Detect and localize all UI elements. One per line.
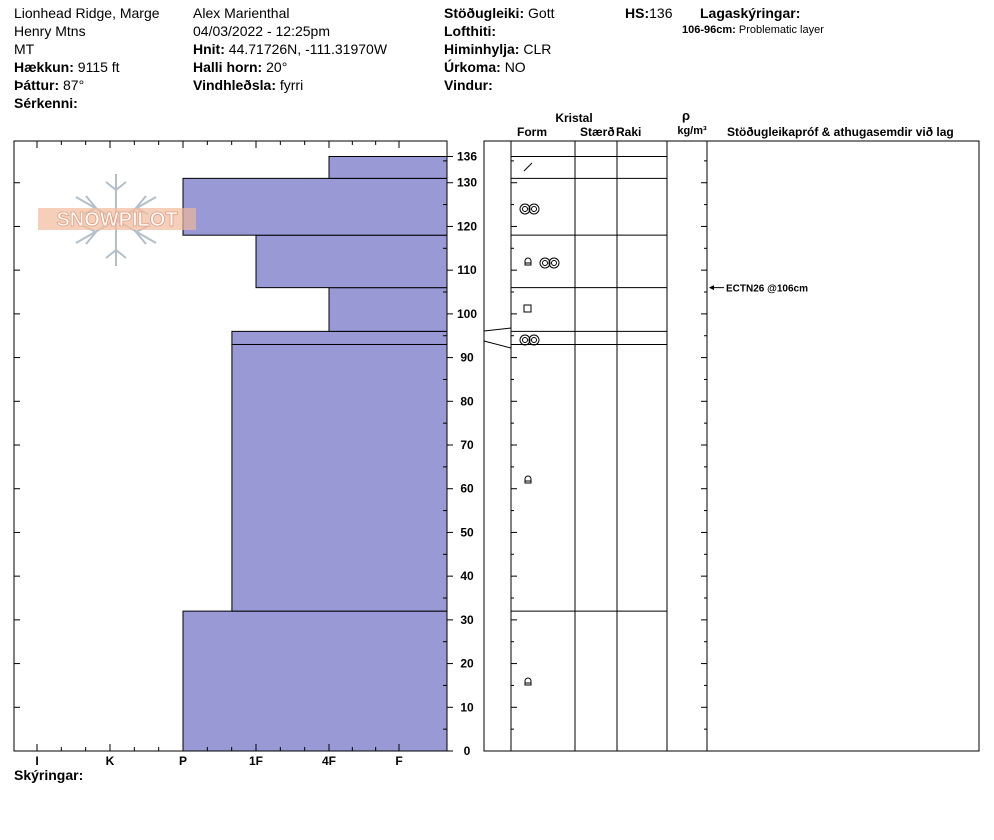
svg-text:SNOWPILOT: SNOWPILOT (56, 209, 177, 231)
melt-cluster-inner (531, 337, 537, 343)
melt-cluster-inner (522, 206, 528, 212)
layer-notes-label: Lagaskýringar: (700, 5, 801, 21)
melt-cluster-inner (542, 260, 548, 266)
depth-tick-label: 70 (460, 438, 474, 452)
hardness-label: 4F (322, 754, 336, 768)
connector-line (483, 327, 512, 332)
hardness-bar (231, 343, 448, 612)
melt-cluster-outer (528, 334, 540, 346)
observer: Alex Marienthal (193, 5, 290, 21)
melt-clusters-icon (519, 203, 540, 215)
melt-clusters-icon (519, 334, 540, 346)
coordinates: Hnit: 44.71726N, -111.31970W (193, 41, 388, 57)
rounded-faceted-icon (524, 475, 532, 484)
depth-tick-label: 60 (460, 482, 474, 496)
rounded-faceted-shape (524, 677, 532, 686)
rho-header: ρ (682, 108, 690, 123)
hardness-bar (328, 287, 448, 332)
hardness-label: P (179, 754, 187, 768)
connector-line (483, 340, 512, 349)
wind-loading: Vindhleðsla: fyrri (193, 77, 304, 93)
precip-particle-stroke (523, 162, 533, 172)
snow-height: HS:136 (625, 5, 673, 21)
rounded-faceted-icon (524, 257, 532, 266)
grain-form-icons (519, 162, 560, 686)
depth-tick-label: 136 (457, 150, 477, 164)
sky-cover: Himinhylja: CLR (444, 41, 552, 57)
slope-angle: Halli horn: 20° (193, 59, 288, 75)
layer-note: 106-96cm: Problematic layer (682, 24, 824, 36)
hardness-bar (328, 156, 448, 179)
crystal-header: Kristal (555, 111, 592, 125)
air-temp: Lofthiti: (444, 23, 497, 39)
depth-tick-label: 10 (460, 700, 474, 714)
depth-tick-label: 50 (460, 525, 474, 539)
depth-tick-label: 110 (457, 263, 477, 277)
hardness-axis: I K P 1F 4F F (35, 141, 403, 768)
elevation: Hækkun: 9115 ft (14, 59, 120, 75)
melt-cluster-outer (548, 257, 560, 269)
depth-tick-label: 0 (464, 744, 471, 758)
form-header: Form (517, 125, 547, 139)
hardness-bar (182, 177, 448, 236)
stability-tests: ECTN26 @106cm (709, 284, 808, 295)
facet-icon (523, 304, 532, 313)
precip-particle-icon (523, 162, 533, 172)
depth-tick-label: 20 (460, 657, 474, 671)
snowpilot-logo: SNOWPILOT (38, 174, 196, 266)
melt-cluster-outer (539, 257, 551, 269)
rounded-faceted-shape (524, 475, 532, 484)
layer-table-frame (483, 140, 980, 752)
hardness-bar (182, 610, 448, 752)
moisture-header: Raki (616, 125, 641, 139)
precipitation: Úrkoma: NO (444, 59, 526, 75)
melt-cluster-inner (531, 206, 537, 212)
depth-tick-label: 120 (457, 219, 477, 233)
depth-tick-label: 80 (460, 394, 474, 408)
table-layer-rows (483, 156, 667, 612)
specifics-label: Sérkenni: (14, 95, 78, 111)
melt-clusters-icon (539, 257, 560, 269)
melt-cluster-inner (522, 337, 528, 343)
table-depth-ticks (511, 160, 707, 730)
hardness-label: I (35, 754, 38, 768)
legend-label: Skýringar: (14, 767, 84, 783)
melt-cluster-outer (519, 203, 531, 215)
hardness-label: K (106, 754, 115, 768)
hardness-bar (255, 234, 448, 289)
hardness-bars (182, 156, 448, 752)
wind: Vindur: (444, 77, 493, 93)
hardness-label: F (395, 754, 402, 768)
location: Lionhead Ridge, Marge (14, 5, 160, 21)
melt-cluster-inner (551, 260, 557, 266)
melt-cluster-outer (519, 334, 531, 346)
depth-tick-label: 100 (457, 307, 477, 321)
tests-header: Stöðugleikapróf & athugasemdir við lag (727, 125, 954, 139)
rounded-faceted-icon (524, 677, 532, 686)
aspect: Þáttur: 87° (14, 77, 85, 93)
melt-cluster-outer (528, 203, 540, 215)
stability: Stöðugleiki: Gott (444, 5, 555, 21)
state: MT (14, 41, 35, 57)
test-arrow-head (709, 285, 714, 291)
depth-axis: 0 10 20 30 40 50 60 70 80 90 100 110 120 130 136 (14, 150, 477, 758)
mountain-range: Henry Mtns (14, 23, 86, 39)
size-header: Stærð (580, 125, 615, 139)
hardness-bar (231, 330, 448, 345)
datetime: 04/03/2022 - 12:25pm (193, 23, 330, 39)
rounded-faceted-shape (524, 257, 532, 266)
density-unit-header: kg/m³ (677, 125, 707, 137)
depth-tick-label: 30 (460, 613, 474, 627)
test-label: ECTN26 @106cm (726, 284, 808, 295)
depth-tick-label: 40 (460, 569, 474, 583)
hardness-label: 1F (249, 754, 263, 768)
depth-tick-label: 130 (457, 176, 477, 190)
depth-tick-label: 90 (460, 351, 474, 365)
